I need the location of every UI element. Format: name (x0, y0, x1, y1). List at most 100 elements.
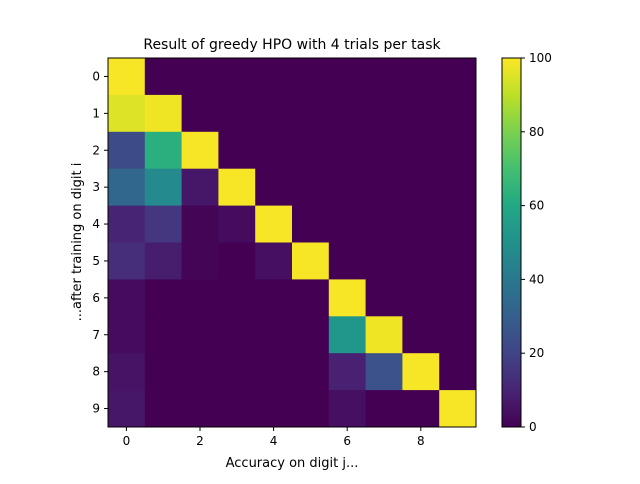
heatmap-cell (292, 279, 330, 317)
heatmap-cell (144, 94, 183, 133)
heatmap-cell (365, 205, 403, 243)
heatmap-cell (365, 279, 403, 317)
heatmap-cell (255, 58, 293, 96)
heatmap-cell (218, 94, 256, 133)
heatmap-cell (218, 168, 256, 207)
heatmap-cell (108, 242, 146, 280)
heatmap-cell (144, 279, 183, 317)
heatmap-cell (402, 242, 440, 280)
heatmap-cell (181, 168, 219, 207)
heatmap-cell (365, 390, 403, 428)
heatmap-cell (439, 242, 477, 280)
heatmap-cell (328, 168, 367, 207)
heatmap-cell (144, 205, 183, 243)
y-tick-label: 7 (92, 328, 100, 342)
x-tick-label: 8 (417, 434, 425, 448)
heatmap-cell (439, 168, 477, 207)
heatmap-cell (328, 131, 367, 170)
heatmap-cell (292, 131, 330, 170)
heatmap-cell (439, 390, 477, 428)
heatmap-cell (292, 353, 330, 391)
x-axis-ticks: 0 2 4 6 8 (123, 427, 425, 448)
heatmap-cell (402, 390, 440, 428)
heatmap-cell (144, 58, 183, 96)
heatmap-cell (218, 242, 256, 280)
heatmap-cell (181, 131, 219, 170)
heatmap-cell (255, 353, 293, 391)
heatmap-cell (218, 131, 256, 170)
heatmap-cell (328, 58, 367, 96)
colorbar-tick-label: 40 (529, 272, 544, 286)
x-tick-label: 6 (343, 434, 351, 448)
heatmap-cell (439, 94, 477, 133)
heatmap-cell (218, 353, 256, 391)
heatmap-cell (108, 168, 146, 207)
heatmap-cell (439, 205, 477, 243)
heatmap-cell (255, 279, 293, 317)
heatmap-cell (365, 242, 403, 280)
heatmap-cell (439, 58, 477, 96)
heatmap-cell (218, 316, 256, 354)
heatmap-cell (255, 205, 293, 243)
x-tick-label: 0 (123, 434, 131, 448)
heatmap-cell (218, 58, 256, 96)
heatmap-cell (255, 94, 293, 133)
heatmap-cell (181, 390, 219, 428)
heatmap-cell (108, 58, 146, 96)
heatmap-cell (402, 279, 440, 317)
heatmap-cell (328, 353, 367, 391)
heatmap-cell (144, 168, 183, 207)
heatmap-cell (365, 94, 403, 133)
heatmap-cell (181, 316, 219, 354)
heatmap-cell (181, 205, 219, 243)
heatmap-cell (181, 94, 219, 133)
x-axis-label: Accuracy on digit j... (226, 456, 359, 471)
y-tick-label: 2 (92, 143, 100, 157)
heatmap-cell (292, 242, 330, 280)
heatmap-cell (292, 205, 330, 243)
heatmap-cell (439, 279, 477, 317)
heatmap-cell (365, 168, 403, 207)
heatmap-cell (402, 131, 440, 170)
heatmap-cell (402, 205, 440, 243)
heatmap-cell (328, 316, 367, 354)
heatmap-cell (365, 131, 403, 170)
heatmap-cell (181, 58, 219, 96)
y-tick-label: 0 (92, 69, 100, 83)
heatmap-cell (365, 353, 403, 391)
heatmap-cell (255, 131, 293, 170)
heatmap-cell (218, 390, 256, 428)
y-tick-label: 4 (92, 217, 100, 231)
y-tick-label: 5 (92, 254, 100, 268)
colorbar-ticks: 0 20 40 60 80 100 (521, 51, 552, 434)
heatmap-cell (365, 316, 403, 354)
plot-frame (107, 57, 477, 428)
heatmap-cell (218, 205, 256, 243)
heatmap-cell (439, 316, 477, 354)
y-tick-label: 6 (92, 291, 100, 305)
colorbar (501, 57, 522, 428)
colorbar-tick-label: 60 (529, 199, 544, 213)
heatmap-cell (365, 58, 403, 96)
colorbar-tick-label: 0 (529, 420, 537, 434)
colorbar-tick-label: 80 (529, 125, 544, 139)
heatmap-cell (328, 205, 367, 243)
x-tick-label: 2 (196, 434, 204, 448)
heatmap-cell (402, 168, 440, 207)
heatmap-cell (328, 279, 367, 317)
x-tick-label: 4 (270, 434, 278, 448)
heatmap-cell (292, 94, 330, 133)
heatmap-cell (402, 316, 440, 354)
chart-title: Result of greedy HPO with 4 trials per t… (143, 37, 441, 53)
y-tick-label: 8 (92, 365, 100, 379)
colorbar-tick-label: 100 (529, 51, 552, 65)
y-axis-ticks: 0 1 2 3 4 5 6 7 8 9 (92, 69, 108, 416)
y-tick-label: 9 (92, 402, 100, 416)
heatmap-cell (402, 94, 440, 133)
heatmap-cell (144, 242, 183, 280)
heatmap-cell (328, 242, 367, 280)
heatmap-cell (402, 58, 440, 96)
heatmap-cell (108, 390, 146, 428)
heatmap-cell (181, 242, 219, 280)
